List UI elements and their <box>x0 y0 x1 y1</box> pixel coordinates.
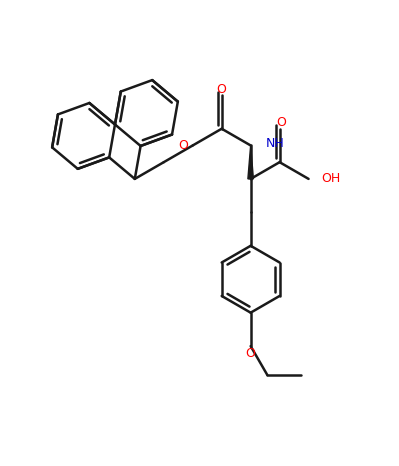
Text: O: O <box>217 83 227 96</box>
Text: O: O <box>246 347 256 360</box>
Text: OH: OH <box>321 172 340 185</box>
Polygon shape <box>248 145 253 179</box>
Text: O: O <box>178 139 188 152</box>
Text: O: O <box>277 116 286 130</box>
Text: NH: NH <box>266 137 284 150</box>
